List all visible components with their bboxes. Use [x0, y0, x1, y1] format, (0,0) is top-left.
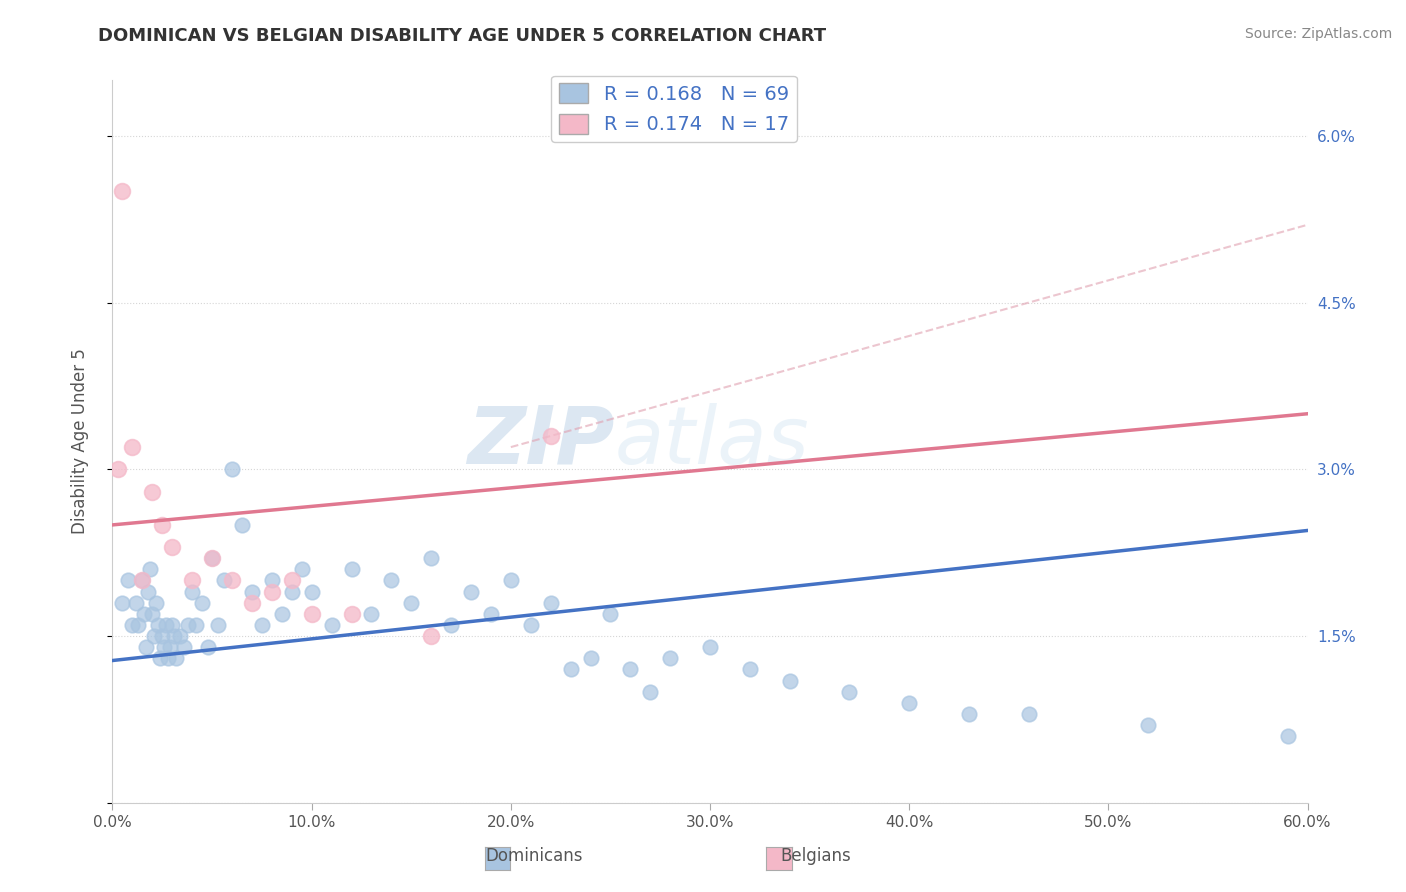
Point: [121, 618, 143, 632]
Point: [479, 607, 502, 621]
Text: Dominicans: Dominicans: [485, 847, 583, 865]
Point: [157, 651, 180, 665]
Point: [270, 607, 292, 621]
Point: [155, 618, 177, 632]
Point: [131, 574, 153, 588]
Point: [163, 629, 186, 643]
Point: [360, 607, 382, 621]
Point: [281, 574, 304, 588]
Point: [173, 640, 195, 655]
Point: [138, 584, 160, 599]
Point: [127, 618, 149, 632]
Point: [1018, 706, 1040, 721]
Point: [420, 551, 443, 566]
Point: [260, 574, 283, 588]
Point: [340, 607, 363, 621]
Point: [838, 684, 860, 698]
Point: [121, 440, 143, 454]
Point: [111, 596, 134, 610]
Point: [619, 662, 641, 676]
Point: [186, 618, 208, 632]
Point: [107, 462, 129, 476]
Point: [141, 607, 163, 621]
Point: [177, 618, 200, 632]
Point: [117, 574, 139, 588]
Point: [321, 618, 343, 632]
Point: [150, 517, 173, 532]
Point: [221, 462, 243, 476]
Point: [301, 607, 323, 621]
Point: [135, 640, 157, 655]
Text: atlas: atlas: [614, 402, 810, 481]
Point: [957, 706, 980, 721]
Point: [240, 584, 263, 599]
Point: [699, 640, 721, 655]
Point: [499, 574, 522, 588]
Point: [240, 596, 263, 610]
Point: [560, 662, 582, 676]
Legend: R = 0.168   N = 69, R = 0.174   N = 17: R = 0.168 N = 69, R = 0.174 N = 17: [551, 76, 797, 142]
Point: [291, 562, 314, 576]
Point: [165, 651, 187, 665]
Point: [250, 618, 273, 632]
Point: [153, 640, 176, 655]
Point: [201, 551, 224, 566]
Point: [540, 429, 562, 443]
Point: [1137, 718, 1160, 732]
Point: [898, 696, 921, 710]
Point: [460, 584, 482, 599]
Point: [181, 584, 204, 599]
Point: [440, 618, 463, 632]
Point: [640, 684, 662, 698]
Point: [599, 607, 621, 621]
Point: [207, 618, 229, 632]
Point: [659, 651, 682, 665]
Point: [181, 574, 204, 588]
Point: [131, 574, 153, 588]
Point: [134, 607, 156, 621]
Point: [149, 651, 172, 665]
Point: [162, 540, 183, 554]
Point: [281, 584, 304, 599]
Point: [150, 629, 173, 643]
Point: [520, 618, 543, 632]
Text: Belgians: Belgians: [780, 847, 851, 865]
Point: [145, 596, 167, 610]
Point: [197, 640, 219, 655]
Point: [139, 562, 162, 576]
Point: [579, 651, 602, 665]
Point: [1277, 729, 1299, 743]
Point: [169, 629, 191, 643]
Text: DOMINICAN VS BELGIAN DISABILITY AGE UNDER 5 CORRELATION CHART: DOMINICAN VS BELGIAN DISABILITY AGE UNDE…: [98, 27, 827, 45]
Y-axis label: Disability Age Under 5: Disability Age Under 5: [70, 349, 89, 534]
Point: [162, 618, 183, 632]
Point: [159, 640, 181, 655]
Point: [111, 185, 134, 199]
Text: Source: ZipAtlas.com: Source: ZipAtlas.com: [1244, 27, 1392, 41]
Point: [779, 673, 801, 688]
Point: [221, 574, 243, 588]
Point: [260, 584, 283, 599]
Point: [301, 584, 323, 599]
Point: [143, 629, 166, 643]
Point: [212, 574, 235, 588]
Point: [340, 562, 363, 576]
Point: [148, 618, 170, 632]
Point: [201, 551, 224, 566]
Point: [401, 596, 423, 610]
Point: [420, 629, 443, 643]
Point: [141, 484, 163, 499]
Point: [191, 596, 214, 610]
Point: [540, 596, 562, 610]
Point: [125, 596, 148, 610]
Text: ZIP: ZIP: [467, 402, 614, 481]
Point: [738, 662, 761, 676]
Point: [380, 574, 402, 588]
Point: [231, 517, 253, 532]
